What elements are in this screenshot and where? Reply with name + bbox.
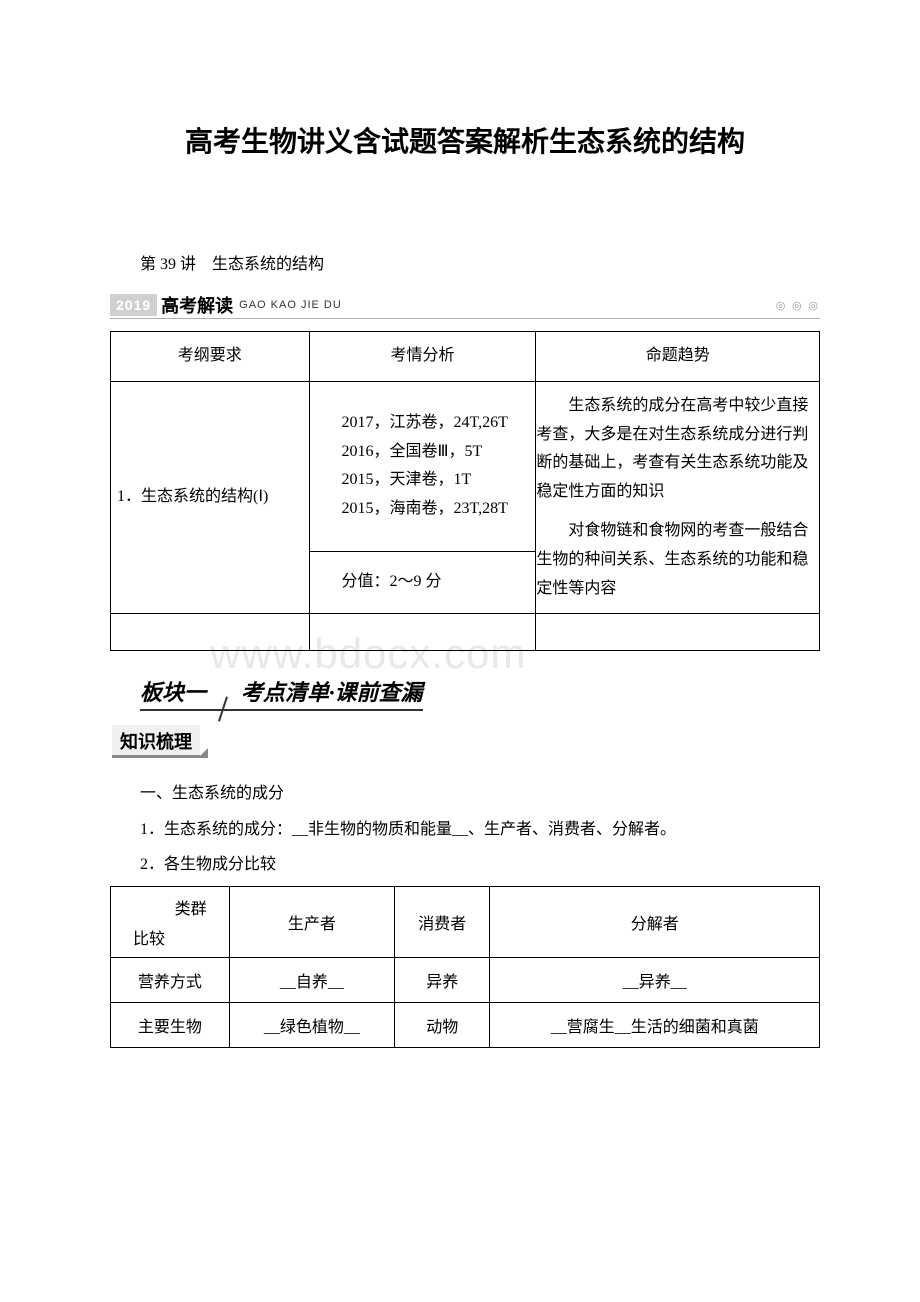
cell-analysis: 2017，江苏卷，24T,26T 2016，全国卷Ⅲ，5T 2015，天津卷，1… (309, 381, 536, 551)
cell: __绿色植物__ (229, 1002, 395, 1047)
point-1: 1．生态系统的成分：__非生物的物质和能量__、生产者、消费者、分解者。 (140, 816, 820, 843)
point-2: 2．各生物成分比较 (140, 851, 820, 878)
table-row: 营养方式 __自养__ 异养 __异养__ (111, 957, 820, 1002)
block-label: 板块一 (140, 680, 206, 705)
th-trend: 命题趋势 (536, 332, 820, 382)
table-row: 主要生物 __绿色植物__ 动物 __营腐生__生活的细菌和真菌 (111, 1002, 820, 1047)
corner-icon (198, 748, 208, 758)
lecture-heading: 第 39 讲 生态系统的结构 (140, 250, 820, 274)
block-rest: 考点清单·课前查漏 (241, 680, 423, 705)
page-title: 高考生物讲义含试题答案解析生态系统的结构 (110, 120, 820, 160)
components-table: 类群 比较 生产者 消费者 分解者 营养方式 __自养__ 异养 __异养__ … (110, 886, 820, 1048)
banner-main-text: 高考解读 (161, 292, 233, 318)
cell: 异养 (395, 957, 490, 1002)
th-consumer: 消费者 (395, 886, 490, 957)
cell-trend: 生态系统的成分在高考中较少直接考查，大多是在对生态系统成分进行判断的基础上，考查… (536, 381, 820, 614)
cell: 动物 (395, 1002, 490, 1047)
diag-header: 类群 比较 (111, 886, 230, 957)
heading-1: 一、生态系统的成分 (140, 780, 820, 807)
diag-top: 类群 (175, 895, 207, 919)
cell: __异养__ (490, 957, 820, 1002)
subsection-banner: 知识梳理 (112, 725, 200, 758)
th-decomposer: 分解者 (490, 886, 820, 957)
row-label: 营养方式 (111, 957, 230, 1002)
empty-cell-2 (309, 614, 536, 651)
banner-dots-icon: ◎ ◎ ◎ (776, 299, 820, 312)
section-banner-gaokao: 2019 高考解读 GAO KAO JIE DU ◎ ◎ ◎ (110, 292, 820, 319)
empty-cell-3 (536, 614, 820, 651)
banner-year: 2019 (110, 294, 157, 316)
cell: __营腐生__生活的细菌和真菌 (490, 1002, 820, 1047)
block-banner: 板块一 考点清单·课前查漏 (140, 675, 423, 711)
exam-outline-table: 考纲要求 考情分析 命题趋势 1．生态系统的结构(Ⅰ) 2017，江苏卷，24T… (110, 331, 820, 651)
empty-cell-1 (111, 614, 310, 651)
banner-pinyin: GAO KAO JIE DU (239, 299, 342, 311)
row-label: 主要生物 (111, 1002, 230, 1047)
th-analysis: 考情分析 (309, 332, 536, 382)
cell-requirement: 1．生态系统的结构(Ⅰ) (111, 381, 310, 614)
th-requirement: 考纲要求 (111, 332, 310, 382)
diag-bot: 比较 (133, 925, 165, 949)
cell: __自养__ (229, 957, 395, 1002)
cell-score: 分值：2～9 分 (309, 552, 536, 614)
th-producer: 生产者 (229, 886, 395, 957)
